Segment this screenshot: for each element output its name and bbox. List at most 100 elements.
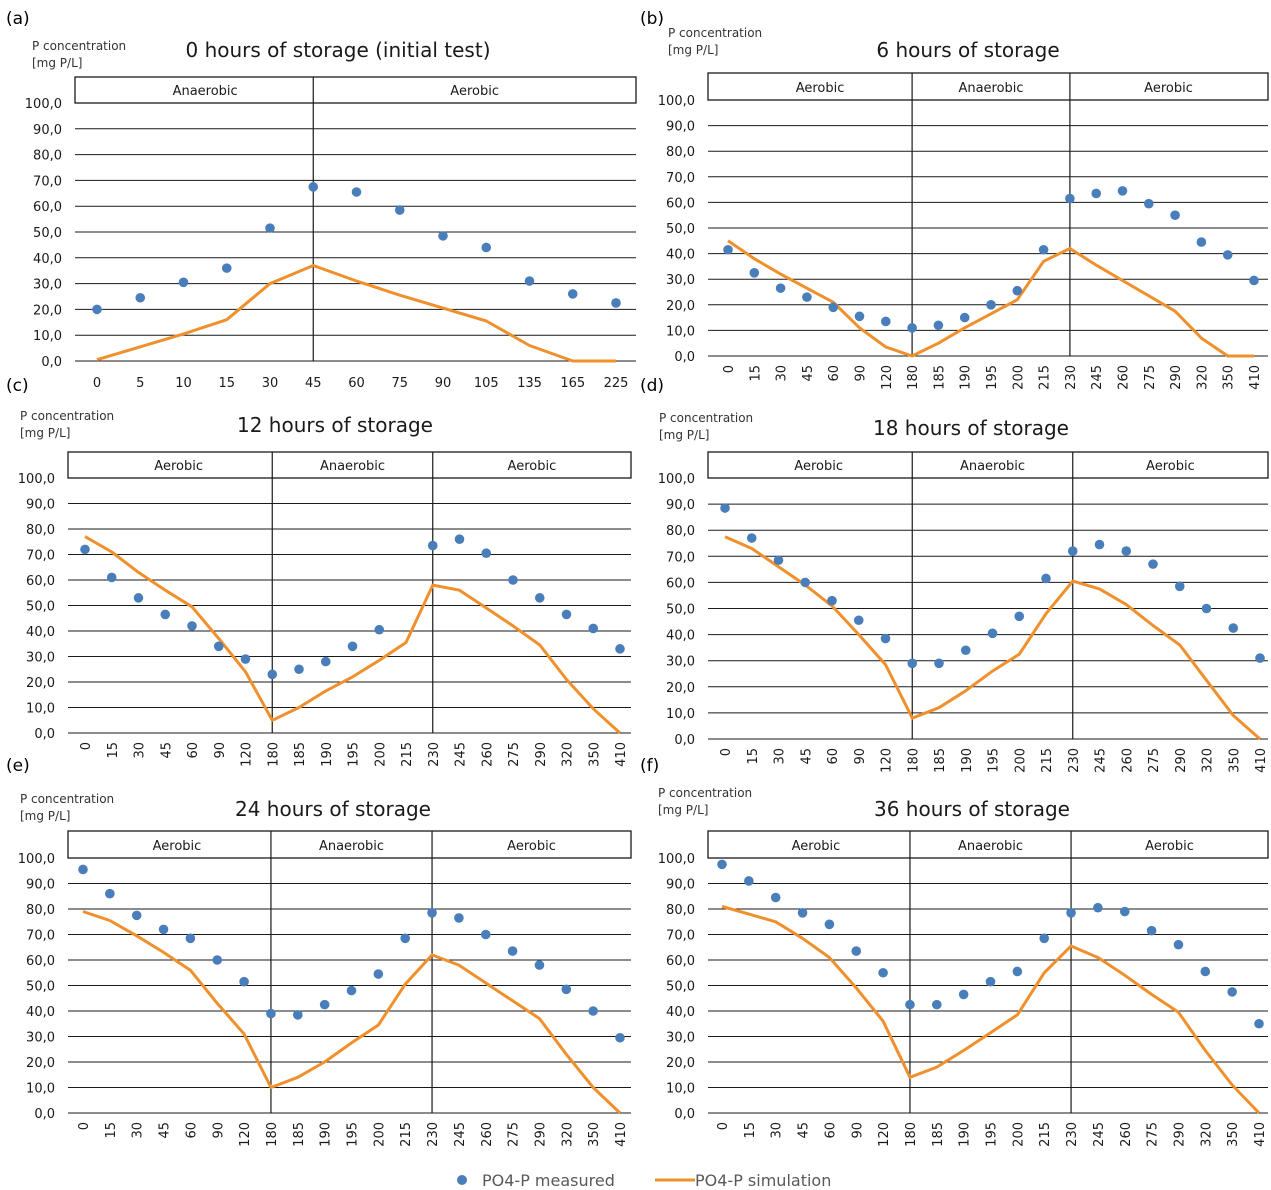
x-tick-label: 215 — [399, 1122, 414, 1147]
measured-point — [1093, 902, 1103, 913]
simulation-line — [727, 239, 1254, 358]
measured-point — [746, 533, 757, 543]
x-tick-label: 30 — [131, 1122, 146, 1139]
x-tick-label: 200 — [1011, 365, 1026, 390]
x-tick-label: 230 — [1065, 1122, 1080, 1147]
measured-point — [373, 969, 384, 979]
measured-point — [723, 244, 733, 255]
measured-point — [1065, 193, 1075, 204]
y-tick-label: 70,0 — [666, 929, 695, 944]
x-tick-label: 60 — [184, 1122, 199, 1139]
phase-label: Anaerobic — [960, 459, 1025, 474]
x-tick-label: 230 — [427, 742, 442, 767]
measured-point — [106, 572, 117, 583]
x-tick-label: 0 — [716, 1122, 731, 1130]
y-tick-label: 20,0 — [666, 681, 695, 696]
x-tick-label: 245 — [1094, 748, 1109, 773]
chart-title: 6 hours of storage — [876, 38, 1059, 62]
y-tick-label: 100,0 — [658, 852, 695, 867]
measured-point — [293, 1010, 303, 1020]
y-tick-label: 30,0 — [666, 273, 695, 288]
x-tick-label: 165 — [560, 376, 585, 391]
x-tick-label: 200 — [373, 742, 388, 767]
y-tick-label: 60,0 — [26, 954, 55, 969]
x-tick-label: 260 — [1120, 748, 1135, 773]
x-tick-label: 60 — [823, 1122, 838, 1139]
y-tick-label: 90,0 — [666, 878, 695, 893]
measured-point — [213, 641, 224, 652]
x-tick-label: 260 — [480, 1122, 495, 1147]
x-tick-label: 60 — [348, 376, 365, 391]
x-tick-label: 90 — [854, 365, 869, 382]
y-axis-label: P concentration — [668, 26, 762, 40]
measured-point — [346, 985, 357, 996]
y-tick-label: 30,0 — [26, 1031, 55, 1046]
y-tick-label: 70,0 — [26, 549, 55, 564]
y-tick-label: 10,0 — [26, 1082, 55, 1097]
measured-point — [1249, 275, 1259, 286]
measured-point — [720, 503, 730, 513]
x-tick-label: 30 — [262, 376, 279, 391]
measured-point — [1222, 250, 1233, 260]
measured-point — [907, 323, 917, 333]
x-tick-label: 0 — [719, 748, 734, 756]
x-tick-label: 350 — [587, 1122, 602, 1147]
y-tick-label: 100,0 — [658, 472, 695, 487]
chart-title: 0 hours of storage (initial test) — [185, 38, 490, 62]
y-tick-label: 40,0 — [33, 252, 62, 267]
x-tick-label: 190 — [960, 748, 975, 773]
x-tick-label: 290 — [1169, 365, 1184, 390]
y-tick-label: 40,0 — [26, 1005, 55, 1020]
panel-label: (e) — [6, 756, 30, 776]
x-tick-label: 15 — [218, 376, 235, 391]
x-tick-label: 410 — [1253, 1122, 1268, 1147]
x-tick-label: 45 — [797, 1122, 812, 1139]
x-tick-label: 410 — [614, 742, 629, 767]
panel-label: (f) — [640, 756, 659, 776]
y-tick-label: 80,0 — [666, 903, 695, 918]
x-tick-label: 275 — [1146, 1122, 1161, 1147]
chart-panel: (b) P concentration [mg P/L] 6 hours of sto… — [640, 9, 1269, 390]
x-tick-label: 320 — [1201, 748, 1216, 773]
measured-point — [1196, 237, 1207, 247]
phase-header-box — [67, 830, 632, 859]
y-tick-label: 90,0 — [26, 878, 55, 893]
x-tick-label: 350 — [1227, 748, 1242, 773]
simulation-line — [721, 905, 1261, 1115]
panel-label: (b) — [640, 9, 664, 29]
x-tick-label: 180 — [265, 1122, 280, 1147]
measured-point — [615, 644, 625, 654]
x-tick-label: 215 — [1038, 1122, 1053, 1147]
x-tick-label: 135 — [517, 376, 542, 391]
measured-point — [347, 641, 358, 652]
y-tick-label: 80,0 — [666, 524, 695, 539]
x-tick-label: 120 — [877, 1122, 892, 1147]
phase-label: Aerobic — [507, 839, 556, 854]
measured-point — [985, 976, 996, 987]
measured-point — [133, 593, 144, 603]
x-tick-label: 195 — [987, 748, 1002, 773]
x-tick-label: 350 — [587, 742, 602, 767]
measured-point — [178, 277, 189, 288]
chart-title: 18 hours of storage — [873, 416, 1069, 440]
phase-label: Aerobic — [1146, 459, 1195, 474]
x-tick-label: 260 — [1117, 365, 1132, 390]
measured-point — [427, 908, 437, 918]
x-tick-label: 120 — [238, 1122, 253, 1147]
y-tick-label: 90,0 — [666, 498, 695, 513]
x-tick-label: 215 — [1038, 365, 1053, 390]
y-tick-label: 60,0 — [26, 574, 55, 589]
measured-point — [438, 231, 448, 241]
measured-point — [1039, 933, 1049, 944]
y-tick-label: 90,0 — [666, 120, 695, 135]
x-tick-label: 45 — [158, 1122, 173, 1139]
chart-panel: (f) P concentration [mg P/L] 36 hours of st… — [640, 756, 1269, 1147]
legend-measured-label: PO4-P measured — [482, 1171, 615, 1190]
phase-header-box — [707, 451, 1269, 479]
y-tick-label: 0,0 — [34, 1107, 55, 1122]
measured-point — [1066, 908, 1076, 918]
measured-point — [1117, 186, 1128, 196]
measured-point — [933, 320, 944, 331]
phase-label: Anaerobic — [319, 839, 384, 854]
x-tick-label: 320 — [560, 1122, 575, 1147]
